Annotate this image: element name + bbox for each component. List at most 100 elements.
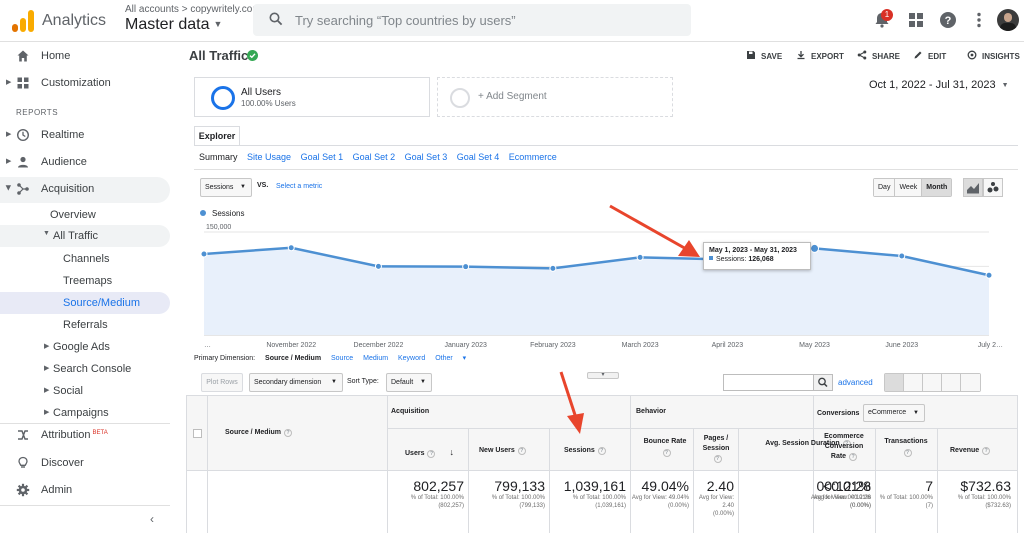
subtab-goal-set-2[interactable]: Goal Set 2 bbox=[352, 152, 396, 162]
period-day-button[interactable]: Day bbox=[874, 179, 896, 196]
dimension-source[interactable]: Source bbox=[331, 355, 354, 362]
sidebar-item-channels[interactable]: Channels bbox=[0, 248, 170, 270]
segment-all-users[interactable]: All Users 100.00% Users bbox=[194, 77, 430, 117]
sort-type-select[interactable]: Default ▼ bbox=[386, 373, 432, 392]
sidebar-item-attribution[interactable]: Attribution BETA bbox=[0, 423, 170, 449]
subtab-goal-set-3[interactable]: Goal Set 3 bbox=[404, 152, 448, 162]
sidebar-item-acquisition[interactable]: ▶ Acquisition bbox=[0, 177, 170, 203]
dimension-keyword[interactable]: Keyword bbox=[398, 355, 426, 362]
table-filter-input[interactable] bbox=[723, 374, 815, 391]
sidebar-item-overview[interactable]: Overview bbox=[0, 203, 170, 229]
term-cloud-view-icon[interactable] bbox=[961, 374, 980, 391]
help-icon[interactable]: ? bbox=[938, 10, 958, 30]
total-value: 00:12:28 bbox=[816, 478, 872, 494]
help-icon[interactable]: ? bbox=[849, 453, 858, 461]
dimension-medium[interactable]: Medium bbox=[363, 355, 389, 362]
total-absolute: (1,039,161) bbox=[595, 503, 626, 509]
metric-select[interactable]: Sessions ▼ bbox=[200, 178, 252, 197]
help-icon[interactable]: ? bbox=[842, 440, 851, 448]
sidebar-item-realtime[interactable]: ▶ Realtime bbox=[0, 123, 170, 149]
subtab-goal-set-4[interactable]: Goal Set 4 bbox=[456, 152, 500, 162]
date-range-picker[interactable]: Oct 1, 2022 - Jul 31, 2023 ▼ bbox=[869, 79, 1009, 91]
dimension-source-medium[interactable]: Source / Medium bbox=[265, 355, 322, 362]
user-avatar[interactable] bbox=[997, 9, 1019, 31]
sidebar-item-admin[interactable]: Admin bbox=[0, 478, 170, 504]
line-chart-button[interactable] bbox=[963, 178, 983, 197]
sidebar-item-discover[interactable]: Discover bbox=[0, 451, 170, 477]
sidebar-item-referrals[interactable]: Referrals bbox=[0, 314, 170, 336]
export-button[interactable]: EXPORT bbox=[796, 50, 844, 61]
column-header-bounce-rate[interactable]: Bounce Rate? bbox=[640, 438, 690, 457]
column-header-revenue[interactable]: Revenue? bbox=[950, 447, 991, 455]
help-icon[interactable]: ? bbox=[517, 447, 526, 455]
select-all-checkbox[interactable] bbox=[193, 429, 202, 438]
sidebar-item-google-ads[interactable]: ▶ Google Ads bbox=[0, 336, 170, 358]
property-selector[interactable]: Master data ▼ bbox=[125, 16, 222, 34]
sidebar-item-search-console[interactable]: ▶ Search Console bbox=[0, 358, 170, 380]
table-divider bbox=[630, 396, 631, 533]
help-icon[interactable]: ? bbox=[284, 429, 293, 437]
subtab-summary[interactable]: Summary bbox=[199, 152, 238, 162]
data-table-view-icon[interactable] bbox=[885, 374, 904, 391]
total-sessions: 1,039,161% of Total: 100.00% (1,039,161) bbox=[549, 478, 626, 510]
analytics-logo[interactable] bbox=[12, 10, 34, 32]
help-icon[interactable]: ? bbox=[597, 447, 606, 455]
search-bar[interactable] bbox=[253, 4, 691, 36]
column-header-new-users[interactable]: New Users? bbox=[479, 447, 526, 455]
subtab-bar: Summary Site Usage Goal Set 1 Goal Set 2… bbox=[199, 152, 564, 162]
sidebar-item-social[interactable]: ▶ Social bbox=[0, 380, 170, 402]
motion-chart-button[interactable] bbox=[983, 178, 1003, 197]
edit-button[interactable]: EDIT bbox=[913, 50, 946, 61]
performance-view-icon[interactable] bbox=[923, 374, 942, 391]
help-icon[interactable]: ? bbox=[903, 449, 912, 457]
secondary-dimension-select[interactable]: Secondary dimension ▼ bbox=[249, 373, 343, 392]
sidebar-item-campaigns[interactable]: ▶ Campaigns bbox=[0, 402, 170, 424]
collapse-sidebar-icon[interactable]: ‹ bbox=[150, 512, 154, 526]
help-icon[interactable]: ? bbox=[662, 449, 671, 457]
column-header-users[interactable]: Users? ↓ bbox=[405, 447, 454, 458]
share-button[interactable]: SHARE bbox=[857, 50, 900, 61]
total-value: $732.63 bbox=[960, 478, 1011, 494]
column-header-label: Source / Medium bbox=[225, 429, 282, 436]
pie-view-icon[interactable] bbox=[904, 374, 923, 391]
sidebar-item-source-medium[interactable]: Source/Medium bbox=[0, 292, 170, 314]
column-header-conversion-rate[interactable]: Ecommerce Conversion Rate? bbox=[817, 432, 871, 462]
select-metric-link[interactable]: Select a metric bbox=[276, 183, 323, 190]
account-breadcrumb[interactable]: All accounts > copywritely.com bbox=[125, 4, 261, 15]
chart-resize-handle[interactable]: ▾ bbox=[587, 372, 619, 379]
total-conversion-rate: <0.01% Avg for View: <0.01% (0.00%) bbox=[813, 478, 871, 510]
column-header-source-medium[interactable]: Source / Medium? bbox=[225, 429, 293, 437]
save-button[interactable]: SAVE bbox=[746, 50, 782, 61]
subtab-goal-set-1[interactable]: Goal Set 1 bbox=[300, 152, 344, 162]
sidebar-item-treemaps[interactable]: Treemaps bbox=[0, 270, 170, 292]
sidebar-item-customization[interactable]: ▶ Customization bbox=[0, 71, 170, 97]
add-segment-button[interactable]: + Add Segment bbox=[437, 77, 673, 117]
comparison-view-icon[interactable] bbox=[942, 374, 961, 391]
plot-rows-button[interactable]: Plot Rows bbox=[201, 373, 243, 392]
dimension-other[interactable]: Other ▾ bbox=[435, 355, 467, 362]
column-header-avg-session-duration[interactable]: Avg. Session Duration? bbox=[746, 438, 870, 449]
more-vertical-icon[interactable] bbox=[969, 10, 989, 30]
help-icon[interactable]: ? bbox=[982, 447, 991, 455]
main-panel: All Traffic SAVE EXPORT SHARE EDIT INSIG… bbox=[186, 42, 1024, 533]
column-header-pages-session[interactable]: Pages / Session? bbox=[697, 434, 735, 464]
help-icon[interactable]: ? bbox=[427, 450, 436, 458]
insights-button[interactable]: INSIGHTS bbox=[967, 50, 1020, 61]
help-icon[interactable]: ? bbox=[713, 455, 722, 463]
sidebar-item-all-traffic[interactable]: ▼ All Traffic bbox=[0, 225, 170, 247]
advanced-filter-link[interactable]: advanced bbox=[838, 378, 873, 387]
period-month-button[interactable]: Month bbox=[922, 179, 952, 196]
period-week-button[interactable]: Week bbox=[895, 179, 923, 196]
sidebar-item-audience[interactable]: ▶ Audience bbox=[0, 150, 170, 176]
beta-badge: BETA bbox=[92, 430, 108, 436]
subtab-site-usage[interactable]: Site Usage bbox=[247, 152, 292, 162]
table-filter-search-button[interactable] bbox=[813, 374, 833, 391]
subtab-ecommerce[interactable]: Ecommerce bbox=[508, 152, 557, 162]
search-input[interactable] bbox=[295, 10, 675, 30]
column-header-sessions[interactable]: Sessions? bbox=[564, 447, 606, 455]
tab-explorer[interactable]: Explorer bbox=[194, 126, 240, 146]
sidebar-item-home[interactable]: Home bbox=[0, 44, 170, 70]
apps-grid-icon[interactable] bbox=[906, 10, 926, 30]
column-header-transactions[interactable]: Transactions? bbox=[877, 438, 935, 457]
conversions-goal-select[interactable]: eCommerce ▼ bbox=[863, 404, 925, 422]
